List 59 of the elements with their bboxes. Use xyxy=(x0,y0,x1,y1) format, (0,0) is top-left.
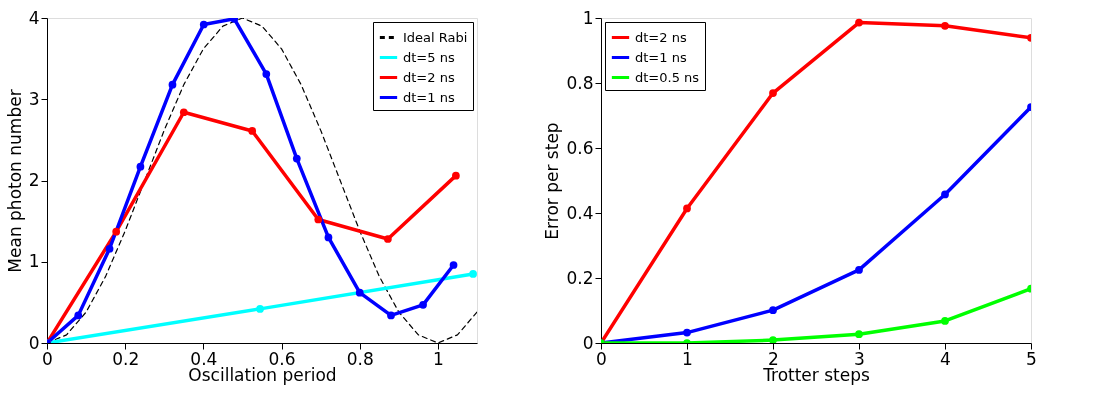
point xyxy=(387,311,395,320)
point xyxy=(941,317,949,325)
point xyxy=(105,244,114,253)
point xyxy=(314,215,323,224)
point xyxy=(248,127,257,135)
y-axis-title: Mean photon number xyxy=(4,89,25,273)
legend-label: dt=1 ns xyxy=(635,49,687,65)
point xyxy=(449,261,458,269)
y-tick-label: 1 xyxy=(28,251,40,272)
x-tick-label: 1 xyxy=(433,348,444,369)
x-tick-label: 0 xyxy=(42,348,53,369)
x-tick-label: 5 xyxy=(1026,348,1037,369)
point xyxy=(262,70,271,78)
legend-label: dt=5 ns xyxy=(403,49,455,65)
point xyxy=(855,330,863,339)
x-tick-label: 0 xyxy=(596,348,607,369)
y-tick-label: 0.2 xyxy=(566,267,594,288)
point xyxy=(324,233,333,242)
y-tick-label: 0 xyxy=(28,332,40,353)
point xyxy=(941,190,949,199)
point xyxy=(769,336,777,343)
y-tick-label: 3 xyxy=(28,88,40,109)
point xyxy=(452,171,460,180)
legend-label: dt=0.5 ns xyxy=(635,69,700,85)
legend-label: dt=2 ns xyxy=(403,69,455,85)
point xyxy=(112,227,121,236)
point xyxy=(355,288,364,297)
point xyxy=(168,80,177,89)
legend-label: Ideal Rabi xyxy=(403,29,468,45)
point xyxy=(384,235,392,243)
point xyxy=(199,20,208,29)
x-tick-label: 0.8 xyxy=(346,348,374,369)
point xyxy=(769,89,777,97)
y-tick-label: 0.8 xyxy=(566,72,594,93)
point xyxy=(855,18,863,27)
y-tick-label: 4 xyxy=(28,7,40,28)
y-tick-label: 0 xyxy=(582,332,594,353)
point xyxy=(683,328,691,337)
point xyxy=(74,311,83,320)
y-tick-label: 2 xyxy=(28,170,40,190)
point xyxy=(683,204,691,213)
y-tick-label: 0.4 xyxy=(566,202,594,223)
point xyxy=(292,154,301,163)
legend-label: dt=2 ns xyxy=(635,29,687,45)
x-tick-label: 0.2 xyxy=(112,348,140,369)
y-tick-label: 1 xyxy=(582,7,594,28)
point xyxy=(179,108,188,117)
point xyxy=(419,300,427,309)
y-tick-label: 0.6 xyxy=(566,137,594,158)
point xyxy=(469,270,477,278)
point xyxy=(256,305,264,313)
y-axis-title: Error per step xyxy=(542,122,563,240)
x-tick-label: 4 xyxy=(940,348,951,369)
point xyxy=(855,266,863,274)
legend-label: dt=1 ns xyxy=(403,89,455,105)
x-tick-label: 1 xyxy=(682,348,693,369)
point xyxy=(769,306,777,315)
point xyxy=(136,162,145,171)
point xyxy=(941,21,949,30)
